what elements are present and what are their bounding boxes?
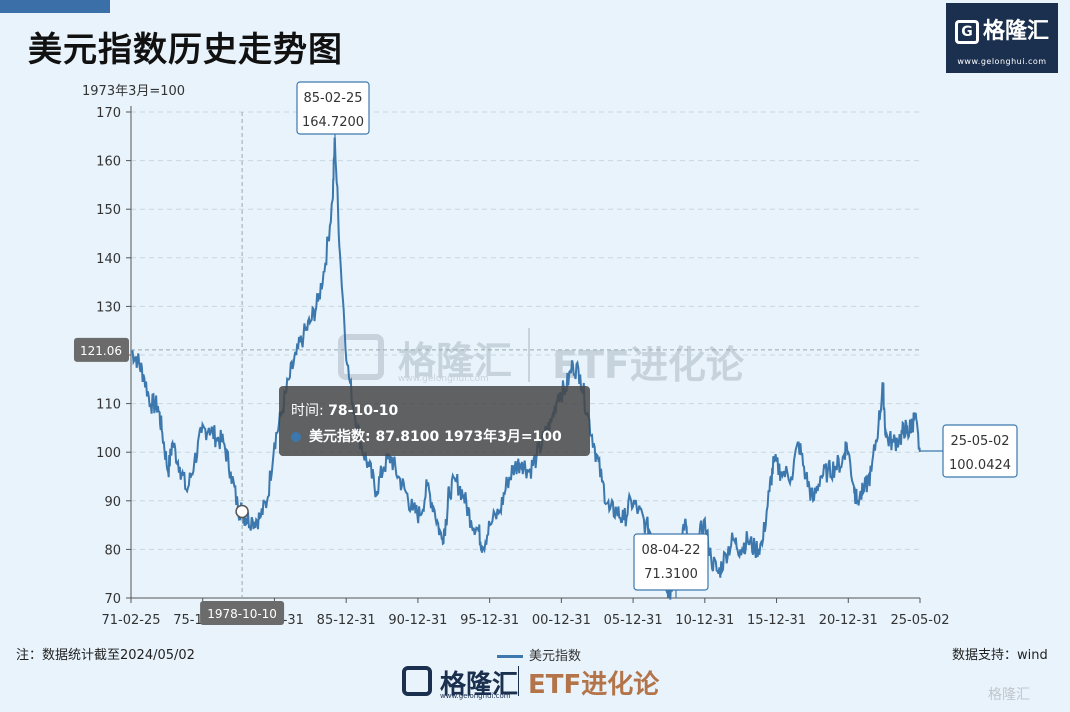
annotation-latest-date: 25-05-02 <box>950 434 1009 449</box>
tooltip-series-text: 美元指数: 87.8100 1973年3月=100 <box>309 429 562 445</box>
hover-point <box>235 504 249 519</box>
watermark-brand: 格隆汇 <box>398 339 513 383</box>
page-title: 美元指数历史走势图 <box>28 30 343 70</box>
annotation-trough-value: 71.3100 <box>644 567 698 582</box>
footnote: 注：数据统计截至2024/05/02 <box>16 648 195 663</box>
y-tick-label: 110 <box>96 398 121 413</box>
annotation-peak-box <box>296 81 370 135</box>
x-crosshair-label-box <box>200 601 285 625</box>
footer-g-icon <box>402 666 432 696</box>
y-tick-label: 70 <box>104 592 121 607</box>
x-tick-label: 71-02-25 <box>101 613 160 628</box>
y-unit-label: 1973年3月=100 <box>82 84 186 99</box>
annotation-latest-value: 100.0424 <box>949 458 1011 473</box>
tooltip-time-value: 78-10-10 <box>328 403 399 419</box>
x-tick-label: 85-12-31 <box>317 613 376 628</box>
annotation-peak-value: 164.7200 <box>302 115 364 130</box>
y-tick-label: 80 <box>104 543 121 558</box>
footer-etf: ETF进化论 <box>528 670 660 700</box>
legend[interactable]: 美元指数 <box>497 645 581 664</box>
y-crosshair-label-box <box>74 337 129 362</box>
x-tick-label: 90-12-31 <box>388 613 447 628</box>
watermark-url: www.gelonghui.com <box>398 374 489 384</box>
y-tick-label: 160 <box>96 155 121 170</box>
logo-url: www.gelonghui.com <box>957 57 1047 66</box>
series-dot-icon <box>291 432 301 442</box>
g-logo-icon: G <box>954 20 979 44</box>
x-tick-label: 05-12-31 <box>604 613 663 628</box>
hover-tooltip: 时间: 78-10-10 美元指数: 87.8100 1973年3月=100 <box>279 386 590 456</box>
x-tick-label: 95-12-31 <box>460 613 519 628</box>
annotation-trough-date: 08-04-22 <box>641 543 700 558</box>
annotation-trough-box <box>633 533 709 591</box>
y-tick-label: 90 <box>104 495 121 510</box>
y-tick-label: 140 <box>96 252 121 267</box>
x-tick-label: 20-12-31 <box>819 613 878 628</box>
footer-url: www.gelonghui.com <box>440 692 511 700</box>
x-tick-label: 25-05-02 <box>890 613 949 628</box>
x-tick-label: 00-12-31 <box>532 613 591 628</box>
corner-watermark: 格隆汇 <box>988 687 1030 703</box>
y-tick-label: 170 <box>96 106 121 121</box>
series-line-usd-index <box>130 137 921 600</box>
legend-label: 美元指数 <box>529 649 582 664</box>
footer-brand: 格隆汇 www.gelonghui.com ETF进化论 <box>402 662 692 702</box>
legend-swatch <box>497 655 523 658</box>
logo-brand: G 格隆汇 <box>946 13 1058 45</box>
data-source: 数据支持：wind <box>952 648 1048 663</box>
footer-divider <box>518 666 519 696</box>
y-tick-label: 150 <box>96 203 121 218</box>
y-crosshair-label: 121.06 <box>80 344 122 358</box>
brand-logo: G 格隆汇 www.gelonghui.com <box>946 3 1058 73</box>
tooltip-time-label: 时间: <box>291 403 324 419</box>
watermark-etf: ETF进化论 <box>552 343 744 387</box>
watermark-g-icon <box>338 334 384 380</box>
logo-brand-text: 格隆汇 <box>982 19 1049 44</box>
annotation-peak-date: 85-02-25 <box>303 91 362 106</box>
tooltip-time: 时间: 78-10-10 <box>291 400 398 420</box>
x-tick-label: 15-12-31 <box>747 613 806 628</box>
x-crosshair-label: 1978-10-10 <box>207 607 277 621</box>
tooltip-series: 美元指数: 87.8100 1973年3月=100 <box>291 426 562 446</box>
y-tick-label: 100 <box>96 446 121 461</box>
x-tick-label: 10-12-31 <box>675 613 734 628</box>
footer-brand-name: 格隆汇 <box>440 670 519 700</box>
corner-tab <box>0 0 110 13</box>
y-tick-label: 130 <box>96 300 121 315</box>
